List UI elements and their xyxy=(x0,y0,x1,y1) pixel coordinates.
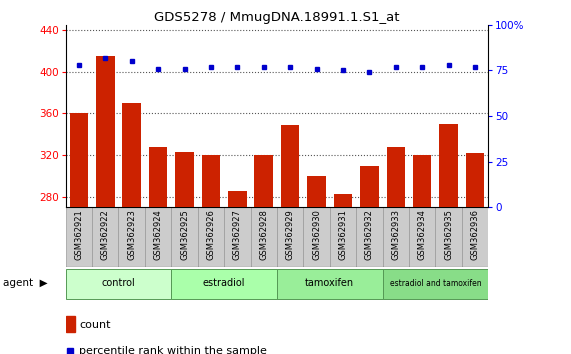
FancyBboxPatch shape xyxy=(383,269,488,299)
Text: GSM362933: GSM362933 xyxy=(391,209,400,260)
Text: GSM362923: GSM362923 xyxy=(127,209,136,260)
Bar xyxy=(96,56,115,207)
FancyBboxPatch shape xyxy=(435,207,462,267)
Text: GSM362928: GSM362928 xyxy=(259,209,268,260)
Text: GSM362925: GSM362925 xyxy=(180,209,189,259)
Text: GSM362934: GSM362934 xyxy=(417,209,427,260)
FancyBboxPatch shape xyxy=(198,207,224,267)
Text: GSM362924: GSM362924 xyxy=(154,209,163,259)
FancyBboxPatch shape xyxy=(383,207,409,267)
FancyBboxPatch shape xyxy=(92,207,119,267)
FancyBboxPatch shape xyxy=(119,207,145,267)
Text: tamoxifen: tamoxifen xyxy=(305,278,355,289)
Bar xyxy=(149,147,167,207)
Bar xyxy=(281,125,299,207)
Text: GSM362935: GSM362935 xyxy=(444,209,453,260)
FancyBboxPatch shape xyxy=(66,269,171,299)
Bar xyxy=(439,124,458,207)
Text: GSM362929: GSM362929 xyxy=(286,209,295,259)
Bar xyxy=(387,147,405,207)
Bar xyxy=(202,155,220,207)
Bar xyxy=(255,155,273,207)
Text: control: control xyxy=(102,278,135,289)
Bar xyxy=(122,103,141,207)
Bar xyxy=(70,113,88,207)
Text: GSM362932: GSM362932 xyxy=(365,209,374,260)
FancyBboxPatch shape xyxy=(171,207,198,267)
FancyBboxPatch shape xyxy=(409,207,435,267)
Bar xyxy=(466,153,484,207)
Bar xyxy=(66,316,75,332)
Text: GSM362921: GSM362921 xyxy=(74,209,83,259)
Text: GSM362926: GSM362926 xyxy=(206,209,215,260)
Text: GSM362927: GSM362927 xyxy=(233,209,242,260)
Text: estradiol and tamoxifen: estradiol and tamoxifen xyxy=(389,279,481,288)
Bar xyxy=(333,194,352,207)
Text: percentile rank within the sample: percentile rank within the sample xyxy=(79,346,267,354)
FancyBboxPatch shape xyxy=(277,207,303,267)
FancyBboxPatch shape xyxy=(303,207,330,267)
Text: count: count xyxy=(79,320,111,330)
Text: GSM362930: GSM362930 xyxy=(312,209,321,260)
Text: agent  ▶: agent ▶ xyxy=(3,278,47,289)
FancyBboxPatch shape xyxy=(330,207,356,267)
Text: GSM362936: GSM362936 xyxy=(471,209,480,260)
FancyBboxPatch shape xyxy=(145,207,171,267)
Text: GDS5278 / MmugDNA.18991.1.S1_at: GDS5278 / MmugDNA.18991.1.S1_at xyxy=(154,11,400,24)
FancyBboxPatch shape xyxy=(277,269,383,299)
FancyBboxPatch shape xyxy=(251,207,277,267)
FancyBboxPatch shape xyxy=(462,207,488,267)
Text: estradiol: estradiol xyxy=(203,278,246,289)
FancyBboxPatch shape xyxy=(224,207,251,267)
Bar xyxy=(175,152,194,207)
Text: GSM362922: GSM362922 xyxy=(100,209,110,259)
Bar xyxy=(307,176,326,207)
FancyBboxPatch shape xyxy=(356,207,383,267)
FancyBboxPatch shape xyxy=(171,269,277,299)
Bar xyxy=(360,166,379,207)
Bar xyxy=(228,192,247,207)
Bar xyxy=(413,155,432,207)
FancyBboxPatch shape xyxy=(66,207,92,267)
Text: GSM362931: GSM362931 xyxy=(339,209,348,260)
